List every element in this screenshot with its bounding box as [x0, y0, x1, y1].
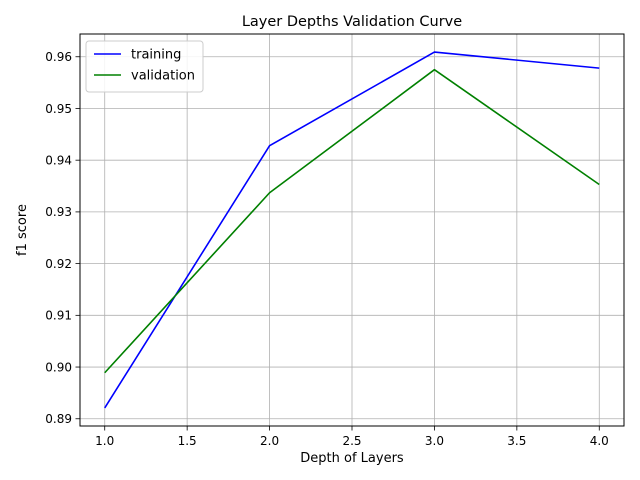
y-tick-label: 0.92 [45, 257, 72, 271]
y-tick-label: 0.89 [45, 412, 72, 426]
x-axis-label: Depth of Layers [300, 451, 404, 466]
series-lines [104, 51, 600, 409]
legend-label-validation: validation [131, 69, 195, 84]
legend-label-training: training [131, 48, 181, 63]
axis-ticks: 1.0 1.5 2.0 2.5 3.0 3.5 4.0 0.89 0.90 0.91 0.92 0.9… [45, 50, 609, 448]
chart-title: Layer Depths Validation Curve [242, 14, 462, 30]
y-tick-label: 0.94 [45, 153, 72, 167]
x-tick-label: 1.5 [178, 434, 197, 448]
grid [80, 34, 624, 426]
y-tick-label: 0.95 [45, 102, 72, 116]
x-tick-label: 2.0 [260, 434, 279, 448]
y-axis-label: f1 score [15, 204, 30, 256]
x-tick-label: 4.0 [590, 434, 609, 448]
x-tick-label: 1.0 [95, 434, 114, 448]
x-tick-label: 2.5 [342, 434, 361, 448]
series-line-validation [104, 68, 600, 374]
series-line-training [104, 51, 600, 409]
x-tick-label: 3.0 [425, 434, 444, 448]
y-tick-label: 0.90 [45, 360, 72, 374]
y-tick-label: 0.96 [45, 50, 72, 64]
x-tick-label: 3.5 [507, 434, 526, 448]
y-tick-label: 0.93 [45, 205, 72, 219]
legend: training validation [85, 40, 204, 93]
y-tick-label: 0.91 [45, 309, 72, 323]
